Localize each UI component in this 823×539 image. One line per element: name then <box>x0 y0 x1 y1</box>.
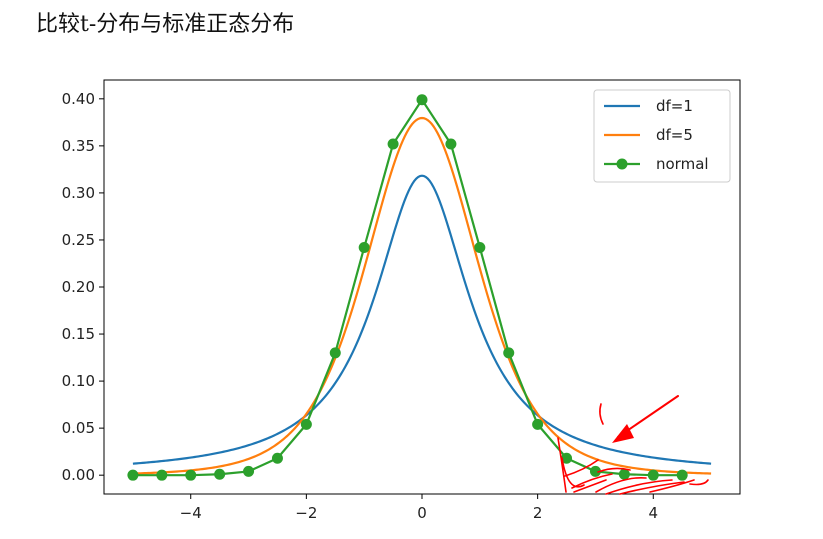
data-point-normal <box>214 468 226 480</box>
series-line-df-1 <box>132 174 712 465</box>
data-point-normal <box>589 465 601 477</box>
legend-marker-normal <box>616 158 628 170</box>
data-point-normal <box>358 241 370 253</box>
annotation-scribble <box>557 437 709 495</box>
annotation-arrow-head <box>612 424 634 443</box>
data-point-normal <box>387 138 399 150</box>
handwritten-annotation <box>557 395 709 495</box>
y-tick-label: 0.20 <box>62 278 95 296</box>
data-point-normal <box>647 469 659 481</box>
data-point-normal <box>156 469 168 481</box>
data-point-normal <box>445 138 457 150</box>
x-tick-label: 0 <box>417 504 427 522</box>
y-tick-label: 0.15 <box>62 325 95 343</box>
data-point-normal <box>271 452 283 464</box>
x-tick-label: −2 <box>295 504 317 522</box>
y-tick-label: 0.35 <box>62 137 95 155</box>
legend: df=1 df=5 normal <box>593 89 731 183</box>
data-point-normal <box>127 469 139 481</box>
legend-label-df1: df=1 <box>656 97 693 115</box>
y-tick-label: 0.30 <box>62 184 95 202</box>
x-tick-label: 4 <box>648 504 658 522</box>
data-point-normal <box>243 465 255 477</box>
y-tick-label: 0.25 <box>62 231 95 249</box>
data-point-normal <box>185 469 197 481</box>
x-tick-label: 2 <box>533 504 543 522</box>
y-tick-label: 0.10 <box>62 372 95 390</box>
data-point-normal <box>300 418 312 430</box>
series-layer <box>127 94 712 481</box>
y-axis: 0.00 0.05 0.10 0.15 0.20 0.25 0.30 0.35 0.40 <box>62 90 104 484</box>
data-point-normal <box>503 347 515 359</box>
data-point-normal <box>561 452 573 464</box>
x-tick-label: −4 <box>180 504 202 522</box>
data-point-normal <box>416 94 428 106</box>
y-tick-label: 0.05 <box>62 419 95 437</box>
legend-label-normal: normal <box>656 155 709 173</box>
x-axis: −4 −2 0 2 4 <box>180 494 658 522</box>
annotation-tick-mark <box>599 403 604 425</box>
page-title: 比较t-分布与标准正态分布 <box>36 12 295 37</box>
data-point-normal <box>676 469 688 481</box>
data-point-normal <box>532 418 544 430</box>
legend-box <box>593 89 731 183</box>
data-point-normal <box>474 241 486 253</box>
series-line-df-5 <box>132 116 712 475</box>
y-tick-label: 0.40 <box>62 90 95 108</box>
data-point-normal <box>329 347 341 359</box>
data-point-normal <box>618 468 630 480</box>
legend-label-df5: df=5 <box>656 126 693 144</box>
y-tick-label: 0.00 <box>62 466 95 484</box>
